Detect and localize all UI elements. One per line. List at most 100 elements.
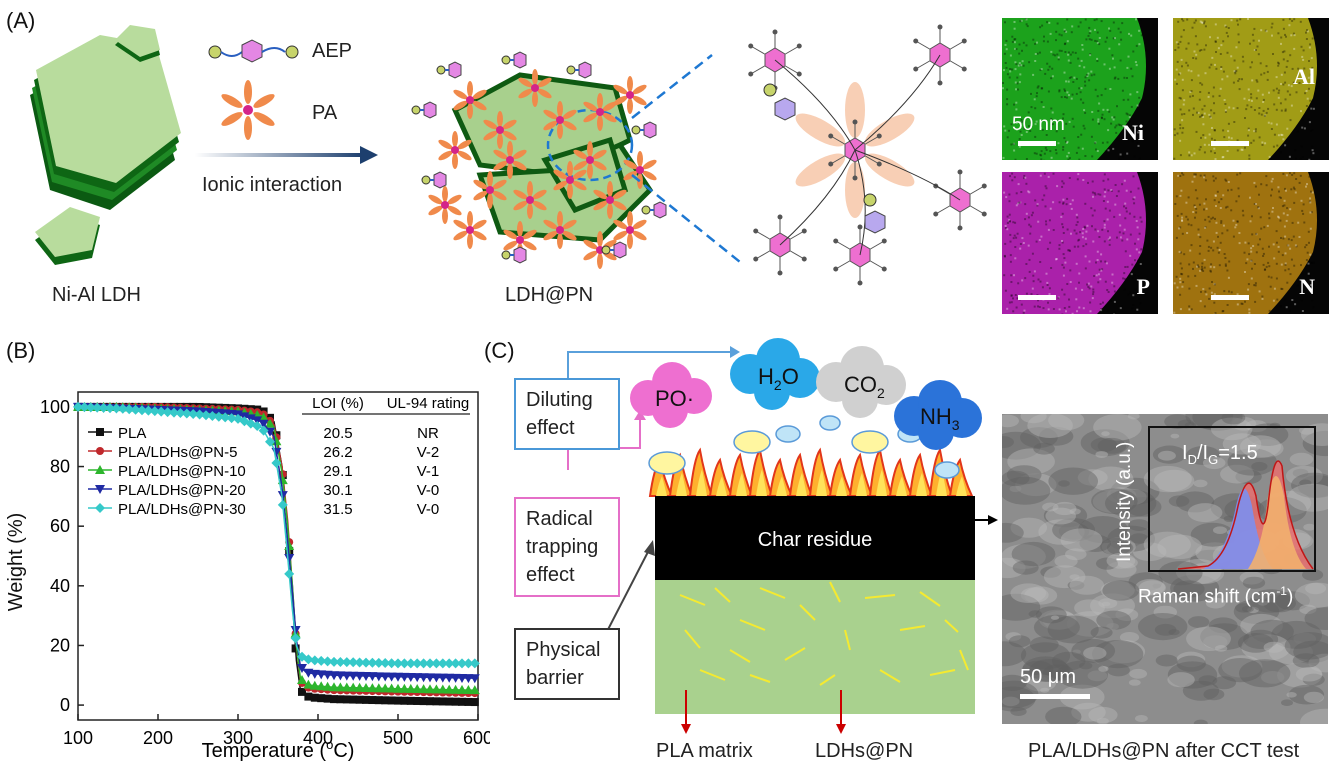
data-point <box>95 485 105 494</box>
data-point <box>303 679 314 689</box>
legend-label: PLA/LDHs@PN-30 <box>118 501 246 518</box>
data-point <box>361 682 371 692</box>
ldh-filler <box>784 647 806 661</box>
data-point <box>258 419 269 429</box>
data-point <box>463 674 474 684</box>
data-point <box>469 674 480 684</box>
flame <box>828 457 854 497</box>
x-tick-label: 200 <box>143 728 173 748</box>
table-cell: V-0 <box>417 501 440 518</box>
ldh-filler <box>679 594 706 606</box>
x-tick-label: 100 <box>63 728 93 748</box>
data-point <box>437 684 448 694</box>
data-point <box>336 695 345 704</box>
legend-label: PLA/LDHs@PN-20 <box>118 482 246 499</box>
data-point <box>143 405 154 416</box>
legend-label: PLA/LDHs@PN-10 <box>118 463 246 480</box>
loi-table: LOI (%) UL-94 rating 20.5 NR 26.2 V-2 29.1 V-1 3… <box>302 395 470 518</box>
pa-molecule-icon <box>613 76 647 114</box>
ldhs-caption: LDHs@PN <box>815 740 914 762</box>
data-point <box>201 410 211 421</box>
data-point <box>361 657 371 668</box>
data-point <box>405 683 416 693</box>
data-point <box>95 465 105 474</box>
x-axis-label: Temperature (oC) <box>202 737 355 762</box>
ldh-caption: Ni-Al LDH <box>52 284 141 306</box>
table-header: LOI (%) <box>312 395 364 412</box>
pa-legend-label: PA <box>312 102 338 124</box>
data-point <box>425 673 435 683</box>
panel-a-schematic <box>30 24 987 286</box>
series-lines <box>73 401 480 707</box>
data-point <box>464 697 473 706</box>
flame-core <box>656 476 667 496</box>
eds-map-n: N <box>1173 172 1329 314</box>
data-point <box>399 658 410 669</box>
x-tick-label: 500 <box>383 728 413 748</box>
data-point <box>220 412 231 423</box>
y-tick-label: 40 <box>50 576 70 596</box>
data-point <box>380 672 391 682</box>
data-point <box>362 695 370 704</box>
pa-molecule-icon <box>428 186 462 224</box>
data-point <box>419 697 428 706</box>
data-point <box>386 683 397 693</box>
data-point <box>124 404 135 415</box>
ldh-filler <box>699 669 726 681</box>
table-cell: 30.1 <box>323 482 352 499</box>
data-point <box>451 697 460 706</box>
legend-label: PLA <box>118 425 146 442</box>
ldh-filler <box>899 625 926 631</box>
data-point <box>322 656 333 667</box>
data-point <box>290 625 301 635</box>
aep-molecule-icon <box>601 241 627 259</box>
flame-core <box>916 472 927 496</box>
ldh-filler <box>844 629 851 651</box>
data-point <box>207 410 218 421</box>
pa-molecule-icon <box>438 131 472 169</box>
pa-hub-icon <box>795 82 915 218</box>
data-point <box>309 680 320 690</box>
data-point <box>437 658 448 669</box>
tga-chart: 100 200 300 400 500 600 0 20 40 60 80 100 PLA PLA/LD… <box>5 391 490 762</box>
flame <box>768 457 794 497</box>
data-point <box>213 411 224 422</box>
ldh-filler <box>819 674 836 686</box>
raman-ratio: ID/IG=1.5 <box>1182 442 1258 467</box>
data-point <box>469 658 480 669</box>
data-point <box>96 447 104 455</box>
data-point <box>329 682 339 692</box>
data-point <box>252 420 263 431</box>
data-point <box>405 673 416 683</box>
flame-core <box>736 472 747 496</box>
data-point <box>394 696 402 705</box>
data-point <box>304 692 313 701</box>
data-point <box>469 685 480 695</box>
data-point <box>95 503 105 513</box>
eds-map-ni: 50 nm Ni <box>1002 18 1158 160</box>
eds-scale-label: 50 nm <box>1012 114 1065 135</box>
y-tick-label: 0 <box>60 695 70 715</box>
panel-b-label: (B) <box>6 338 36 363</box>
data-point <box>96 428 104 436</box>
radical-trapping-box: Radical trapping effect <box>514 497 620 597</box>
data-point <box>284 553 295 563</box>
pa-molecule-icon <box>613 211 647 249</box>
data-point <box>265 436 275 447</box>
data-point <box>393 658 403 669</box>
ldh-filler <box>729 649 751 663</box>
data-point <box>329 656 339 667</box>
data-point <box>330 695 338 704</box>
data-point <box>258 425 269 436</box>
data-point <box>342 695 351 704</box>
data-point <box>348 657 359 668</box>
data-point <box>445 697 454 706</box>
data-point <box>354 657 365 668</box>
flame-core <box>856 472 867 496</box>
data-point <box>303 654 314 665</box>
raman-d-band <box>1203 488 1273 569</box>
data-point <box>354 671 365 681</box>
panel-a-label: (A) <box>6 8 36 33</box>
pa-molecule-icon <box>573 141 607 179</box>
data-point <box>348 671 359 681</box>
